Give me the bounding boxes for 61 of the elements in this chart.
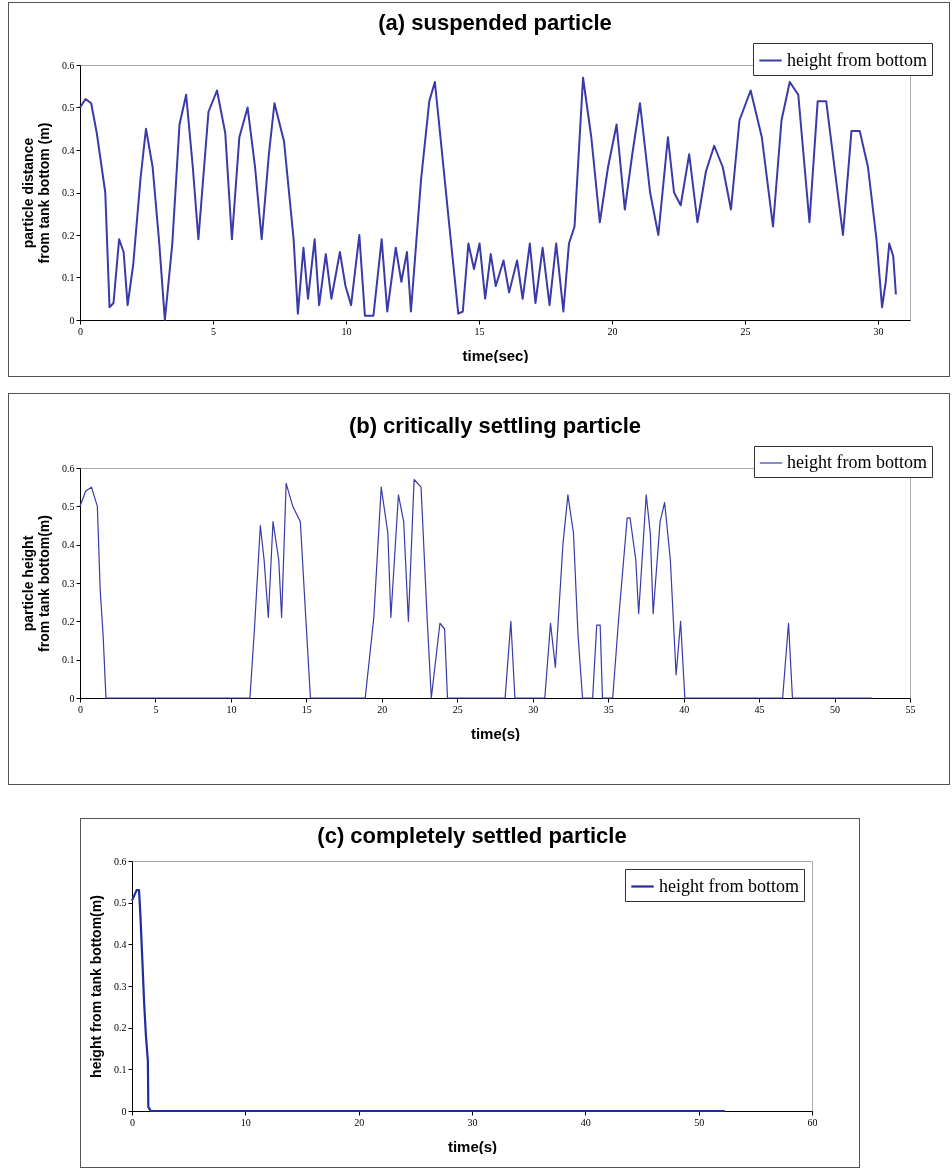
y-tick-label: 0.3 [114,980,127,992]
y-tick-label: 0.3 [62,577,75,589]
x-tick-label: 40 [679,703,690,715]
x-tick-label: 30 [528,703,539,715]
y-tick-label: 0 [69,692,75,704]
y-tick-label: 0.5 [114,897,127,909]
y-tick-label: 0.1 [114,1063,127,1075]
x-tick-label: 35 [603,703,614,715]
x-tick-label: 50 [694,1116,705,1128]
x-tick-label: 0 [78,703,83,715]
x-tick-label: 5 [211,325,217,337]
legend-label: height from bottom [659,875,799,896]
y-tick-label: 0 [121,1105,127,1117]
x-tick-label: 55 [905,703,916,715]
y-tick-label: 0.6 [62,462,75,474]
y-axis-title: particle distance from tank bottom (m) [20,122,52,264]
y-tick-label: 0 [69,314,75,326]
x-axis-title: time(s) [470,724,521,742]
x-tick-label: 0 [130,1116,135,1128]
chart-title: (b) critically settling particle [348,412,642,438]
x-axis-title: time(s) [447,1137,498,1155]
x-tick-label: 50 [830,703,841,715]
y-tick-label: 0.1 [62,272,75,283]
y-tick-label: 0.2 [114,1022,127,1034]
y-tick-label: 0.6 [62,59,75,71]
x-tick-label: 60 [807,1116,818,1128]
x-tick-label: 15 [301,703,312,715]
x-tick-label: 10 [226,703,237,715]
x-axis-title: time(sec) [462,346,529,364]
x-tick-label: 15 [474,325,485,337]
y-tick-label: 0.1 [62,654,75,666]
y-tick-label: 0.3 [62,187,75,198]
x-tick-label: 25 [740,325,751,337]
legend-label: height from bottom [787,49,927,70]
y-tick-label: 0.2 [62,229,75,241]
y-axis-title: particle height from tank bottom(m) [20,515,52,652]
legend-label: height from bottom [787,452,927,472]
x-tick-label: 0 [78,325,83,337]
x-tick-label: 20 [354,1116,365,1128]
chart-title: (a) suspended particle [378,9,612,35]
y-tick-label: 0.5 [62,102,75,113]
y-axis-title: height from tank bottom(m) [88,895,104,1078]
x-tick-label: 20 [377,703,388,715]
line-series [79,478,873,699]
x-tick-label: 10 [240,1116,251,1128]
y-tick-label: 0.4 [62,539,75,551]
x-tick-label: 30 [873,325,884,337]
x-tick-label: 25 [452,703,463,715]
x-tick-label: 20 [607,325,618,337]
x-tick-label: 30 [467,1116,478,1128]
y-tick-label: 0.5 [62,500,75,512]
line-series [79,76,897,321]
y-tick-label: 0.6 [114,855,127,867]
x-tick-label: 40 [580,1116,591,1128]
x-tick-label: 10 [341,325,352,337]
y-tick-label: 0.4 [114,938,127,950]
y-tick-label: 0.4 [62,144,75,156]
x-tick-label: 45 [754,703,765,715]
y-tick-label: 0.2 [62,615,75,627]
chart-title: (c) completely settled particle [317,823,627,848]
x-tick-label: 5 [153,703,159,715]
